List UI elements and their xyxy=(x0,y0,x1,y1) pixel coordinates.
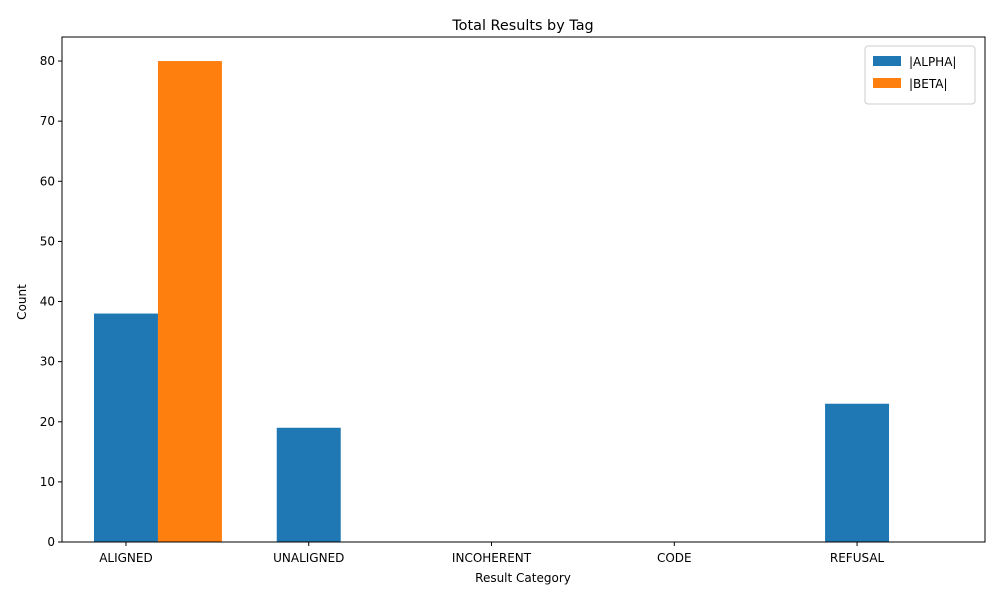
legend-label-alpha: |ALPHA| xyxy=(909,55,956,69)
bar-alpha-unaligned xyxy=(276,427,341,542)
x-tick-label-aligned: ALIGNED xyxy=(99,551,153,565)
y-tick-label: 70 xyxy=(40,114,55,128)
y-tick-label: 10 xyxy=(40,475,55,489)
y-tick-label: 60 xyxy=(40,174,55,188)
axes-layer: 0 10 20 30 40 50 60 70 80 ALIGNED UNALIGNED INCOHER… xyxy=(40,36,986,565)
legend-swatch-beta xyxy=(873,78,901,88)
y-tick-label: 50 xyxy=(40,234,55,248)
x-tick-label-incoherent: INCOHERENT xyxy=(452,551,532,565)
y-tick-label: 30 xyxy=(40,355,55,369)
x-tick-label-code: CODE xyxy=(657,551,692,565)
x-tick-label-unaligned: UNALIGNED xyxy=(273,551,344,565)
legend: |ALPHA| |BETA| xyxy=(864,45,976,105)
legend-swatch-alpha xyxy=(873,56,901,66)
legend-label-beta: |BETA| xyxy=(909,77,948,91)
y-tick-label: 0 xyxy=(47,535,55,549)
x-tick-label-refusal: REFUSAL xyxy=(830,551,885,565)
x-axis-label: Result Category xyxy=(475,571,571,585)
y-tick-label: 40 xyxy=(40,295,55,309)
plot-frame xyxy=(61,36,986,543)
y-tick-label: 80 xyxy=(40,54,55,68)
y-tick-label: 20 xyxy=(40,415,55,429)
y-axis-label: Count xyxy=(15,284,29,320)
bars-layer xyxy=(93,61,890,543)
chart-title: Total Results by Tag xyxy=(451,18,593,34)
bar-beta-aligned xyxy=(157,61,222,543)
bar-alpha-refusal xyxy=(825,403,890,542)
bar-alpha-aligned xyxy=(93,313,158,542)
